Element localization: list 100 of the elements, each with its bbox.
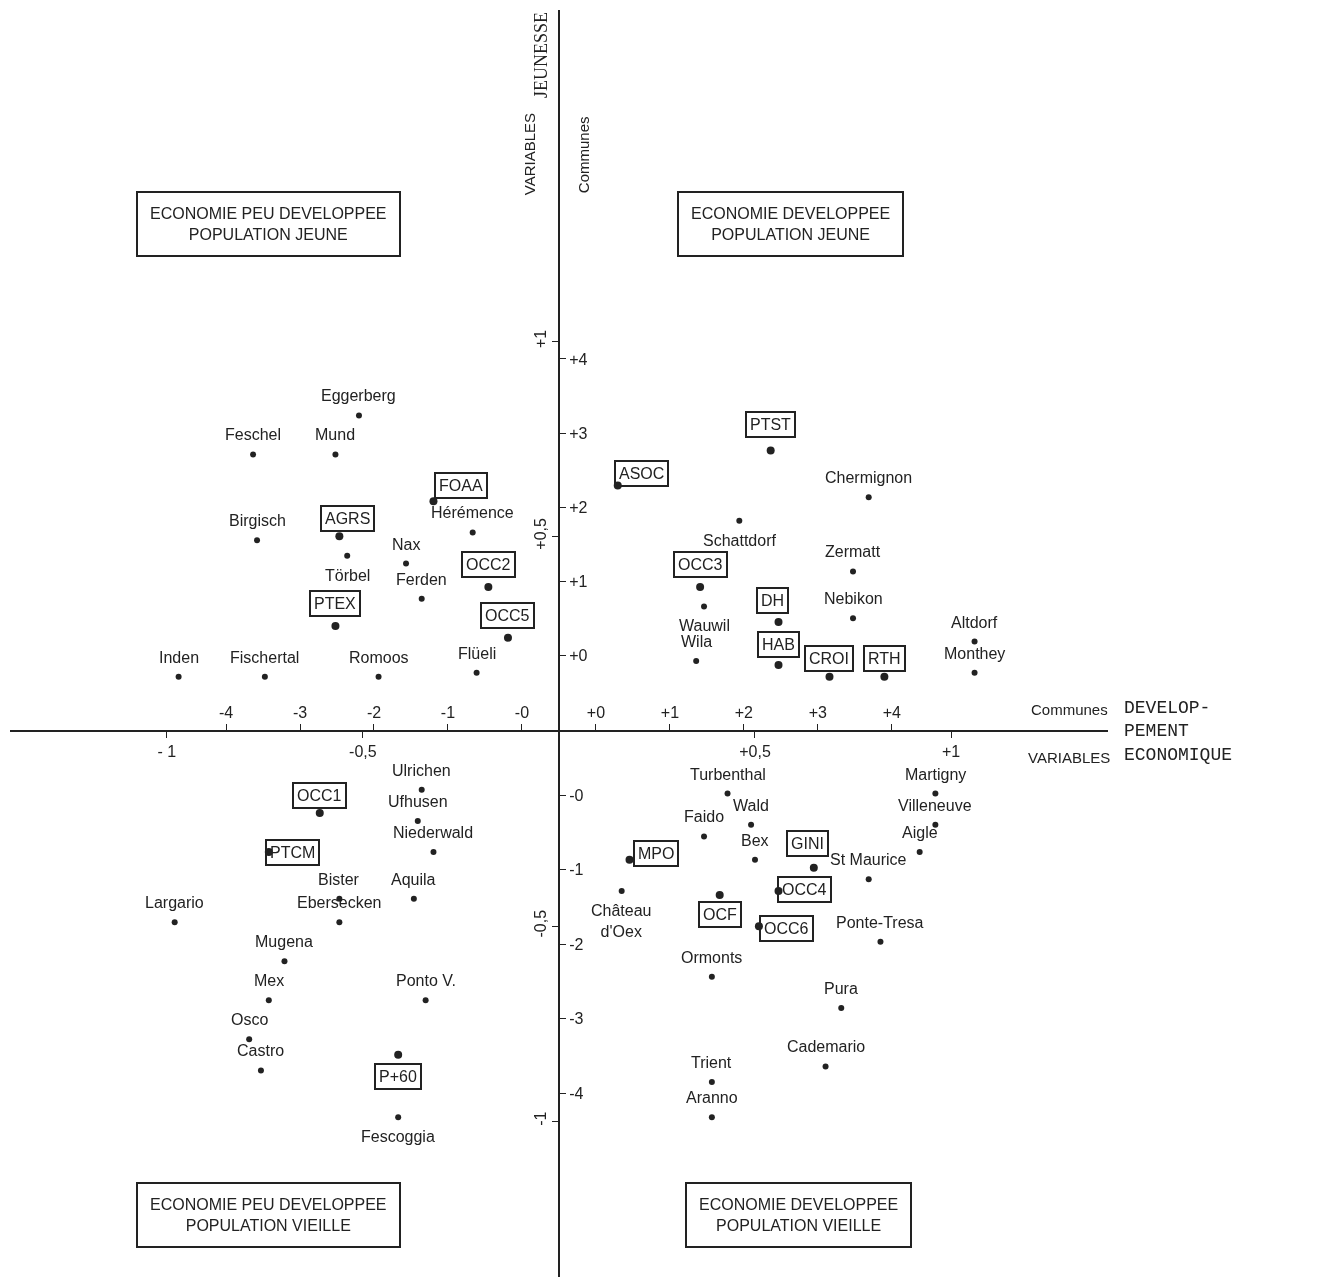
point bbox=[774, 618, 783, 627]
annotation: Nebikon bbox=[824, 590, 883, 607]
annotation: Monthey bbox=[944, 645, 1006, 662]
point bbox=[809, 863, 818, 872]
point bbox=[281, 958, 288, 965]
point bbox=[932, 790, 939, 797]
point bbox=[696, 582, 705, 591]
y3-tick-label: -1 bbox=[569, 861, 584, 879]
annotation: Wald bbox=[733, 797, 769, 814]
annotation: MPO bbox=[638, 845, 675, 862]
x2-tick-label: +0 bbox=[586, 703, 606, 721]
annotation: Ormonts bbox=[681, 949, 743, 966]
annotation: Bex bbox=[741, 832, 769, 849]
annotation: Feschel bbox=[225, 426, 282, 443]
x-tick-label: +0,5 bbox=[739, 743, 771, 761]
point bbox=[693, 658, 700, 665]
x2-tick-label: -3 bbox=[292, 703, 308, 721]
y2-tick-label: +3 bbox=[569, 424, 588, 442]
point bbox=[250, 451, 257, 458]
point bbox=[418, 595, 425, 602]
point bbox=[880, 672, 889, 681]
annotation: Ponto V. bbox=[396, 972, 456, 989]
point bbox=[469, 529, 476, 536]
point bbox=[503, 633, 512, 642]
point bbox=[418, 786, 425, 793]
point bbox=[708, 1114, 715, 1121]
annotation: ECONOMIE PEU DEVELOPPEE POPULATION JEUNE bbox=[150, 205, 387, 243]
annotation: Ufhusen bbox=[388, 793, 448, 810]
point bbox=[850, 568, 857, 575]
y2-tick-label: +0 bbox=[569, 646, 588, 664]
point bbox=[625, 855, 634, 864]
annotation: Mex bbox=[254, 972, 285, 989]
point bbox=[414, 817, 421, 824]
point bbox=[344, 552, 351, 559]
annotation: OCC5 bbox=[485, 607, 530, 624]
annotation: Zermatt bbox=[825, 543, 881, 560]
annotation: Fischertal bbox=[230, 649, 300, 666]
point bbox=[724, 790, 731, 797]
annotation: Aranno bbox=[686, 1089, 738, 1106]
annotation: Ulrichen bbox=[392, 762, 451, 779]
annotation: GINI bbox=[791, 835, 824, 852]
point bbox=[429, 497, 438, 506]
point bbox=[971, 669, 978, 676]
point bbox=[850, 615, 857, 622]
annotation: Romoos bbox=[349, 649, 409, 666]
annotation: DH bbox=[761, 592, 785, 609]
point bbox=[748, 821, 755, 828]
point bbox=[774, 660, 783, 669]
point bbox=[394, 1050, 403, 1059]
annotation: Nax bbox=[392, 536, 421, 553]
point bbox=[395, 1114, 402, 1121]
x2-tick-label: -4 bbox=[218, 703, 234, 721]
annotation: Inden bbox=[159, 649, 200, 666]
y-tick-label: -0,5 bbox=[531, 909, 549, 938]
point bbox=[375, 673, 382, 680]
x-tick-label: - 1 bbox=[157, 743, 177, 761]
y3-tick-label: -4 bbox=[569, 1084, 584, 1102]
annotation: OCC2 bbox=[466, 556, 511, 573]
annotation: Wila bbox=[681, 633, 713, 650]
annotation: Törbel bbox=[325, 567, 371, 584]
x2-tick-label: -1 bbox=[440, 703, 456, 721]
annotation: Osco bbox=[231, 1011, 269, 1028]
x2-tick-label: -0 bbox=[514, 703, 530, 721]
point bbox=[751, 856, 758, 863]
x-axis-title: VARIABLES bbox=[1028, 749, 1111, 766]
point bbox=[971, 638, 978, 645]
annotation: Mugena bbox=[255, 933, 313, 950]
annotation: Cademario bbox=[787, 1038, 866, 1055]
point bbox=[715, 890, 724, 899]
point bbox=[265, 997, 272, 1004]
y2-axis-title: Communes bbox=[574, 116, 592, 194]
point bbox=[254, 537, 261, 544]
annotation: AGRS bbox=[325, 510, 371, 527]
annotation: St Maurice bbox=[830, 851, 907, 868]
point bbox=[701, 833, 708, 840]
point bbox=[865, 494, 872, 501]
annotation: Ponte-Tresa bbox=[836, 914, 924, 931]
annotation: P+60 bbox=[379, 1068, 417, 1085]
y-tick-label: +0,5 bbox=[531, 518, 549, 550]
point bbox=[708, 973, 715, 980]
annotation: Bister bbox=[318, 871, 360, 888]
point bbox=[403, 560, 410, 567]
point bbox=[422, 997, 429, 1004]
annotation: Castro bbox=[237, 1042, 285, 1059]
x2-tick-label: +3 bbox=[808, 703, 828, 721]
point bbox=[430, 849, 437, 856]
point bbox=[332, 451, 339, 458]
annotation: Martigny bbox=[905, 766, 967, 783]
point bbox=[410, 895, 417, 902]
x2-tick-label: -2 bbox=[366, 703, 382, 721]
point bbox=[701, 603, 708, 610]
annotation: Turbenthal bbox=[690, 766, 766, 783]
point bbox=[331, 621, 340, 630]
y-axis-title: VARIABLES bbox=[520, 112, 538, 196]
annotation: PTCM bbox=[270, 844, 316, 861]
y3-tick-label: -2 bbox=[569, 935, 584, 953]
x-tick-label: +1 bbox=[941, 743, 961, 761]
point bbox=[736, 517, 743, 524]
annotation: Château d'Oex bbox=[591, 902, 652, 940]
annotation: FOAA bbox=[439, 477, 483, 494]
